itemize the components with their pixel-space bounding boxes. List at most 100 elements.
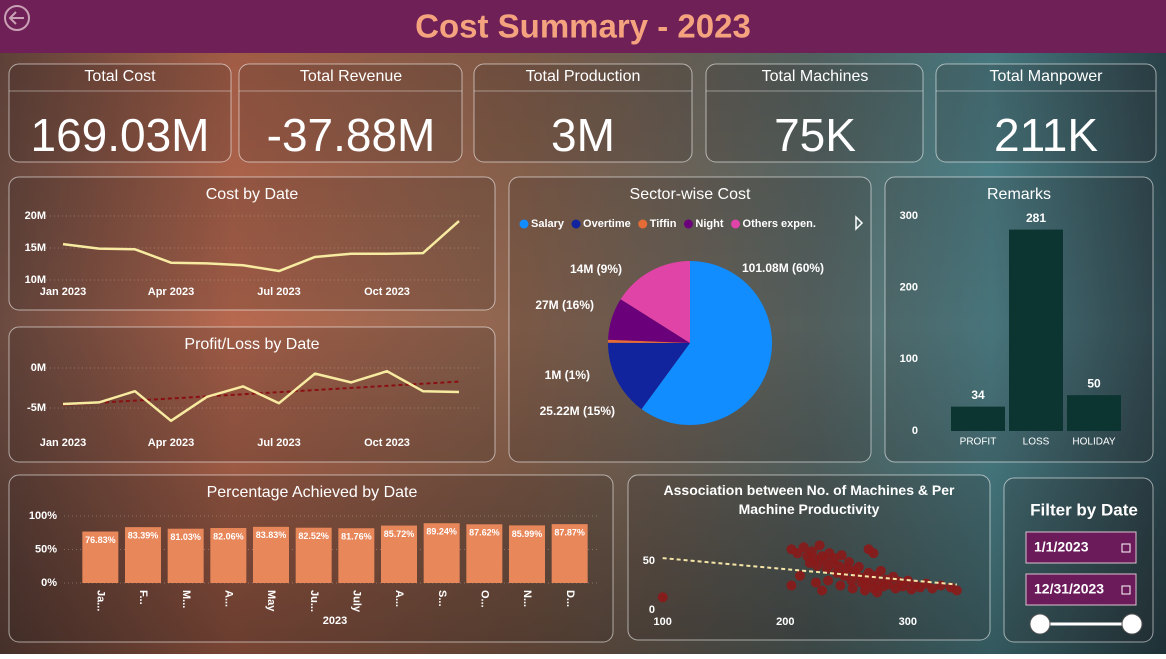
line: [62, 220, 460, 273]
date-end: 12/31/2023: [1034, 581, 1104, 597]
kpi-card: [935, 63, 1157, 163]
chart-panel: [8, 176, 496, 311]
date-input[interactable]: [1025, 531, 1137, 564]
bar: [295, 527, 332, 583]
x-tick-label: Oct 2023: [364, 437, 410, 449]
y-tick-label: 10M: [25, 274, 46, 286]
kpi-card: [8, 63, 232, 163]
calendar-icon[interactable]: [1121, 585, 1131, 595]
slider-handle[interactable]: [1029, 613, 1051, 635]
bar: [1067, 395, 1121, 431]
x-tick-label: Jan 2023: [40, 286, 86, 298]
bar: [381, 525, 417, 583]
chart-title: Cost by Date: [206, 186, 299, 203]
scatter-point: [951, 585, 962, 596]
x-tick-label: 300: [899, 616, 917, 628]
data-label: 82.06%: [213, 531, 244, 541]
x-tick-label: Ju...: [308, 590, 320, 612]
data-label: 83.83%: [256, 530, 287, 540]
back-button[interactable]: [4, 5, 30, 31]
y-tick-label: 0: [649, 604, 655, 616]
y-tick-label: 300: [900, 210, 918, 222]
x-tick-label: Ja...: [94, 590, 106, 611]
kpi-label: Total Manpower: [990, 68, 1104, 85]
legend-swatch: [571, 219, 581, 229]
kpi-card: [238, 63, 463, 163]
scatter-point: [810, 577, 821, 588]
bar: [82, 531, 119, 583]
x-tick-label: 100: [653, 616, 671, 628]
legend-label: Salary: [531, 218, 565, 230]
y-tick-label: 50: [643, 555, 655, 567]
pie-slice: [608, 299, 690, 343]
data-label: 87.87%: [554, 528, 585, 538]
scatter-point: [798, 542, 809, 553]
scatter-point: [786, 580, 797, 591]
y-tick-label: 50%: [35, 543, 57, 555]
scatter-point: [853, 561, 864, 572]
legend-label: Night: [695, 218, 723, 230]
y-tick-label: 200: [900, 282, 918, 294]
calendar-icon[interactable]: [1121, 543, 1131, 553]
x-tick-label: July: [350, 590, 362, 613]
y-tick-label: 15M: [25, 242, 46, 254]
bar: [253, 526, 289, 583]
legend-swatch: [683, 219, 693, 229]
bar: [509, 525, 545, 583]
data-label: 87.62%: [469, 528, 500, 538]
scatter-point: [859, 585, 870, 596]
bar: [338, 528, 375, 583]
legend-swatch: [731, 219, 741, 229]
data-label: 81.03%: [170, 532, 201, 542]
legend-swatch: [519, 219, 529, 229]
scatter-point: [836, 550, 847, 561]
pie-slice: [608, 339, 690, 343]
legend-swatch: [638, 219, 648, 229]
x-tick-label: Apr 2023: [148, 437, 194, 449]
bar: [125, 527, 161, 583]
legend-next[interactable]: [855, 215, 864, 231]
data-label: 27M (16%): [535, 298, 594, 312]
kpi-label: Total Revenue: [300, 68, 402, 85]
scatter-point: [812, 560, 823, 571]
bar: [466, 524, 503, 583]
x-tick-label: A...: [222, 590, 234, 607]
chart-title-box: Association between No. of Machines & Pe…: [664, 482, 955, 517]
x-tick-label: Jan 2023: [40, 437, 86, 449]
legend-label: Others expen.: [743, 218, 816, 230]
page-title: Cost Summary - 2023: [415, 8, 751, 45]
scatter-point: [814, 540, 825, 551]
data-label: 82.52%: [298, 531, 329, 541]
bar: [551, 524, 588, 583]
x-tick-label: LOSS: [1023, 437, 1050, 448]
date-input[interactable]: [1025, 573, 1137, 606]
data-label: 101.08M (60%): [742, 261, 824, 275]
x-tick-label: S...: [436, 590, 448, 607]
x-tick-label: PROFIT: [960, 437, 997, 448]
scatter-point: [823, 575, 834, 586]
chart-title: Percentage Achieved by Date: [207, 484, 418, 501]
data-label: 89.24%: [426, 527, 457, 537]
data-label: 1M (1%): [545, 368, 590, 382]
x-axis-title: 2023: [323, 615, 347, 627]
x-tick-label: Oct 2023: [364, 286, 410, 298]
data-label: 281: [1026, 211, 1046, 225]
x-tick-label: May: [265, 590, 277, 612]
scatter-point: [875, 565, 886, 576]
pie-slice: [620, 261, 690, 343]
line: [62, 369, 460, 423]
x-tick-label: 200: [776, 616, 794, 628]
x-tick-label: F...: [137, 590, 149, 605]
kpi-label: Total Machines: [762, 68, 869, 85]
trend-line: [62, 380, 460, 406]
data-label: 34: [971, 388, 985, 402]
y-tick-label: 100: [900, 353, 918, 365]
scatter-point: [847, 583, 858, 594]
slider-handle[interactable]: [1121, 613, 1143, 635]
kpi-label: Total Cost: [84, 68, 156, 85]
chart-title: Sector-wise Cost: [630, 186, 751, 203]
scatter-point: [817, 585, 828, 596]
header-bar: [0, 0, 1166, 53]
x-tick-label: O...: [478, 590, 490, 608]
